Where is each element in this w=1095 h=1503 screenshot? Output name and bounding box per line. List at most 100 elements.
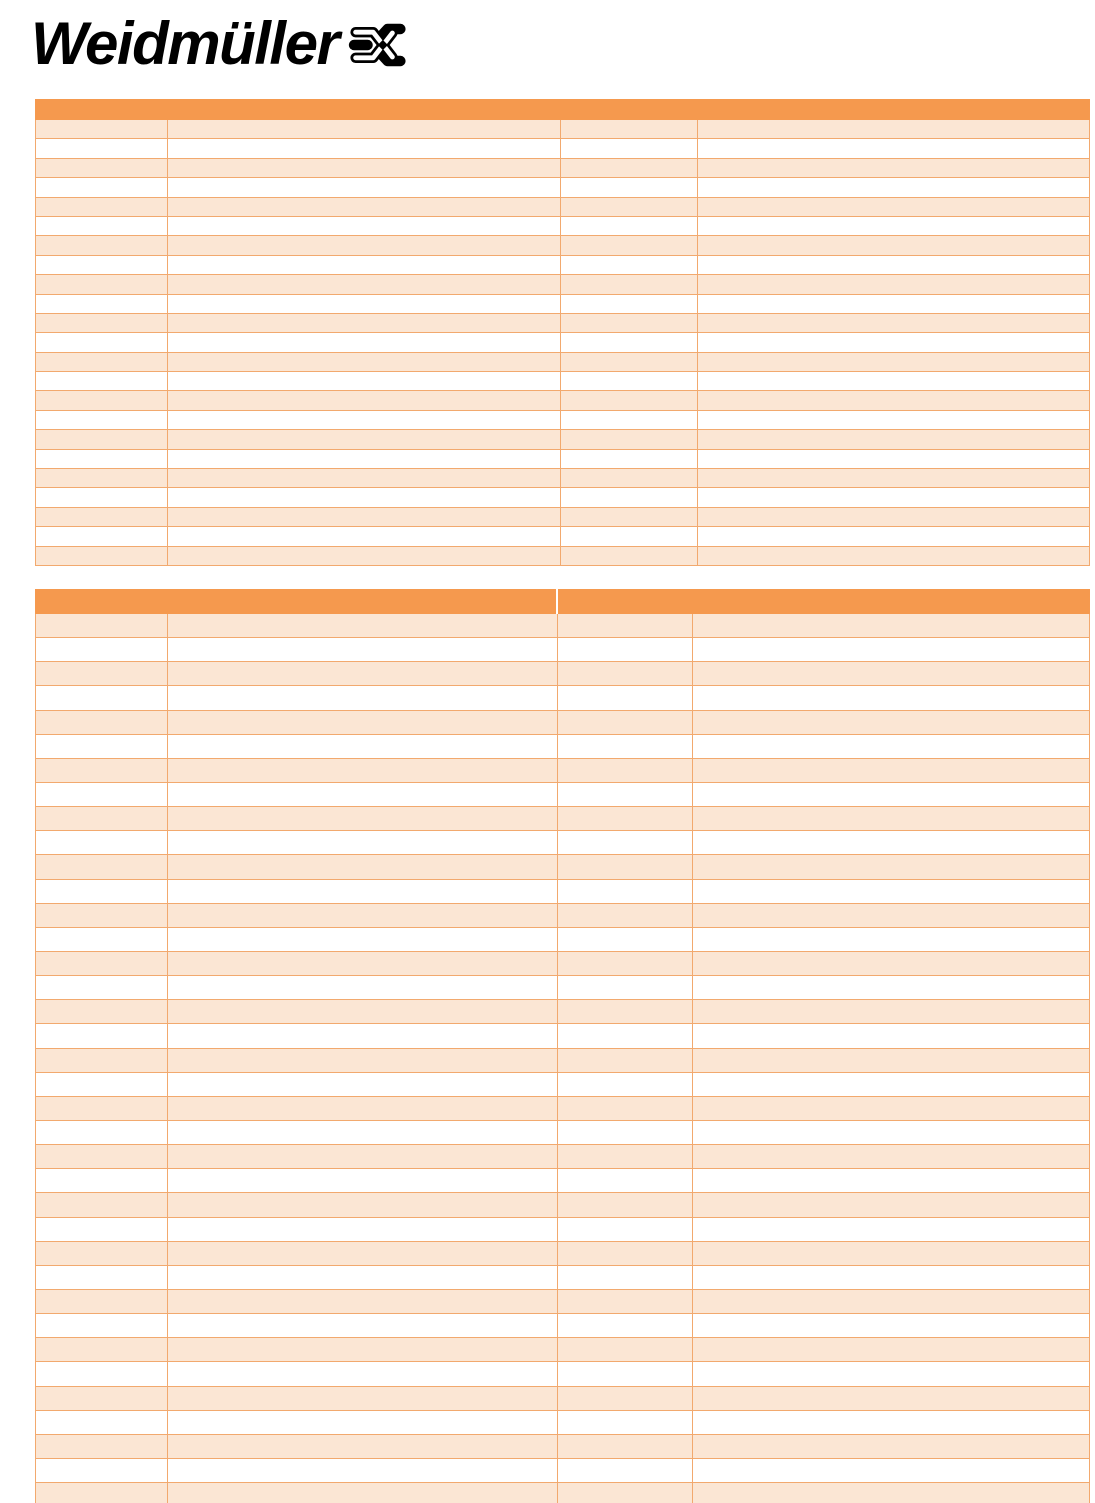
table-row <box>35 1458 1090 1484</box>
table-cell <box>168 758 558 782</box>
table-cell <box>558 614 693 638</box>
table-cell <box>36 831 168 855</box>
table-cell <box>168 1386 558 1410</box>
table-cell <box>36 1265 168 1289</box>
table-row <box>35 546 1090 566</box>
table-cell <box>36 410 168 430</box>
table-row <box>35 1120 1090 1146</box>
table-row <box>35 1024 1090 1049</box>
lower-table-header-right-cell <box>558 589 1090 614</box>
table-cell <box>168 430 561 449</box>
table-cell <box>561 120 698 139</box>
table-cell <box>693 831 1089 854</box>
table-cell <box>36 662 168 686</box>
table-row <box>35 879 1090 904</box>
table-cell <box>693 1049 1089 1072</box>
table-cell <box>36 1072 168 1096</box>
table-cell <box>693 759 1089 782</box>
table-cell <box>693 1411 1089 1434</box>
table-row <box>35 1217 1090 1242</box>
table-cell <box>693 855 1089 878</box>
upper-table <box>35 99 1090 566</box>
table-cell <box>36 1434 168 1458</box>
table-cell <box>561 313 698 333</box>
table-cell <box>698 450 1089 468</box>
table-cell <box>36 807 168 831</box>
table-cell <box>36 927 168 951</box>
table-cell <box>698 295 1089 313</box>
lower-table <box>35 589 1090 1503</box>
table-cell <box>36 1096 168 1120</box>
table-cell <box>693 1000 1089 1023</box>
table-row <box>35 120 1090 140</box>
table-cell <box>561 139 698 158</box>
lower-table-body <box>35 614 1090 1503</box>
table-cell <box>36 1024 168 1048</box>
table-cell <box>36 178 168 197</box>
table-row <box>35 951 1090 977</box>
weidmueller-w-mark-icon <box>349 23 406 67</box>
table-cell <box>561 469 698 488</box>
table-cell <box>558 976 693 1000</box>
table-cell <box>693 1024 1089 1047</box>
table-cell <box>558 1483 693 1503</box>
table-row <box>35 158 1090 179</box>
table-cell <box>693 976 1089 999</box>
table-row <box>35 638 1090 663</box>
table-cell <box>36 352 168 372</box>
table-cell <box>698 333 1089 351</box>
table-row <box>35 927 1090 952</box>
table-cell <box>698 488 1089 506</box>
table-row <box>35 449 1090 470</box>
table-cell <box>693 1435 1089 1458</box>
table-cell <box>693 735 1089 758</box>
table-cell <box>168 255 561 275</box>
table-row <box>35 1362 1090 1387</box>
table-row <box>35 372 1090 392</box>
table-cell <box>558 758 693 782</box>
table-cell <box>168 120 561 139</box>
lower-table-header <box>35 589 1090 614</box>
table-cell <box>693 1338 1089 1361</box>
table-cell <box>558 1169 693 1193</box>
table-cell <box>558 1410 693 1434</box>
table-row <box>35 1072 1090 1097</box>
table-row <box>35 710 1090 735</box>
table-cell <box>168 1410 558 1434</box>
table-row <box>35 1193 1090 1218</box>
table-cell <box>36 197 168 216</box>
table-cell <box>561 216 698 236</box>
table-cell <box>36 333 168 352</box>
table-cell <box>36 1217 168 1241</box>
table-cell <box>693 880 1089 903</box>
table-row <box>35 507 1090 528</box>
upper-table-header <box>35 99 1090 120</box>
table-cell <box>693 1314 1089 1337</box>
table-cell <box>168 662 558 686</box>
table-cell <box>168 294 561 313</box>
table-cell <box>168 410 561 430</box>
table-row <box>35 1265 1090 1290</box>
table-cell <box>558 831 693 855</box>
table-row <box>35 352 1090 373</box>
table-cell <box>168 1145 558 1169</box>
table-row <box>35 1338 1090 1363</box>
table-row <box>35 1096 1090 1121</box>
table-cell <box>558 1458 693 1483</box>
table-row <box>35 1169 1090 1194</box>
table-cell <box>693 614 1089 637</box>
table-cell <box>36 430 168 449</box>
table-cell <box>698 430 1089 448</box>
table-cell <box>561 507 698 527</box>
table-row <box>35 1145 1090 1170</box>
table-cell <box>561 488 698 507</box>
table-cell <box>36 546 168 565</box>
table-cell <box>36 1386 168 1410</box>
table-cell <box>561 430 698 449</box>
table-row <box>35 139 1090 159</box>
table-cell <box>36 372 168 391</box>
table-cell <box>561 333 698 352</box>
table-cell <box>168 951 558 976</box>
table-cell <box>168 1169 558 1193</box>
table-cell <box>558 1072 693 1096</box>
